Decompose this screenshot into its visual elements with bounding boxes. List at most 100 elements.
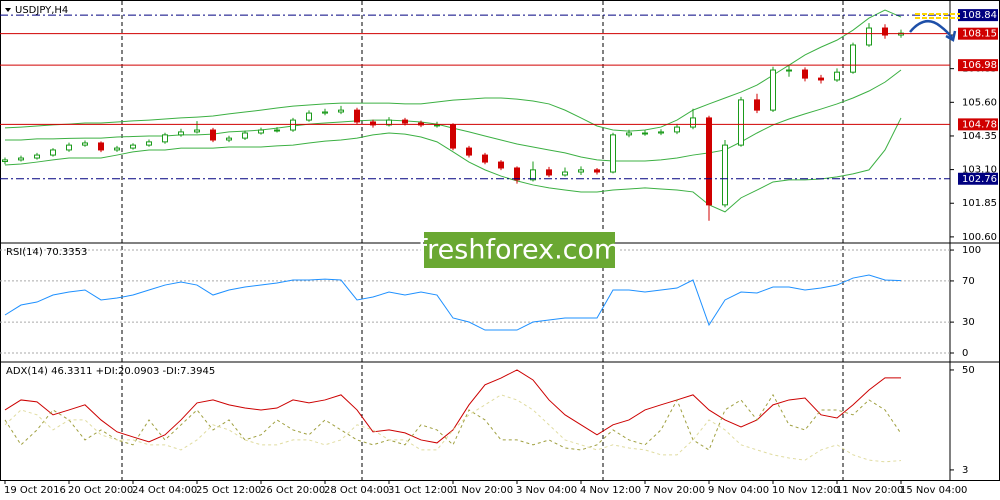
price-level-label: 104.78 <box>962 119 997 130</box>
x-tick-label: 24 Oct 04:00 <box>132 485 197 496</box>
price-level-box <box>958 27 998 40</box>
candle-body <box>98 142 104 151</box>
chart-title: USDJPY,H4 <box>15 5 68 16</box>
bollinger-band <box>4 117 902 213</box>
price-level-box <box>958 172 998 185</box>
candle-body <box>658 131 664 134</box>
price-level-box <box>958 59 998 72</box>
price-level-label: 102.76 <box>962 174 997 185</box>
x-tick-label: 31 Oct 12:00 <box>388 485 453 496</box>
candle-body <box>210 129 216 141</box>
candle-body <box>546 169 552 176</box>
x-tick-label: 28 Oct 04:00 <box>324 485 389 496</box>
y-tick-label: 0 <box>962 348 968 359</box>
candle-body <box>338 109 344 113</box>
watermark-box <box>424 232 615 268</box>
candle-body <box>306 112 312 121</box>
candle-body <box>386 119 392 126</box>
x-tick-label: 25 Oct 12:00 <box>196 485 261 496</box>
candle-body <box>818 77 824 81</box>
menu-arrow <box>5 8 11 12</box>
indicator-line <box>4 274 902 331</box>
y-tick-label: 70 <box>962 276 975 287</box>
x-tick-label: 11 Nov 20:00 <box>836 485 903 496</box>
candle-body <box>802 69 808 79</box>
candle-body <box>402 119 408 124</box>
candle-body <box>18 157 24 161</box>
candle-body <box>82 142 88 146</box>
candle-body <box>290 119 296 131</box>
adx-title: ADX(14) 46.3311 +DI:20.0903 -DI:7.3945 <box>6 366 215 377</box>
y-tick-label: 105.60 <box>962 97 997 108</box>
x-tick-label: 4 Nov 12:00 <box>580 485 641 496</box>
candle-body <box>274 129 280 132</box>
candle-body <box>194 129 200 133</box>
y-tick-label: 100 <box>962 245 981 256</box>
candle-body <box>114 147 120 151</box>
y-tick-label: 50 <box>962 365 975 376</box>
candle-body <box>626 132 632 136</box>
candle-body <box>50 149 56 156</box>
candle-body <box>594 169 600 173</box>
candle-body <box>450 124 456 149</box>
candle-body <box>690 117 696 128</box>
candle-body <box>146 141 152 146</box>
x-tick-label: 20 Oct 20:00 <box>68 485 133 496</box>
candle-body <box>370 121 376 126</box>
candle-body <box>514 167 520 181</box>
x-tick-label: 26 Oct 20:00 <box>260 485 325 496</box>
candle-body <box>642 132 648 135</box>
candle-body <box>482 154 488 163</box>
candle-body <box>882 27 888 36</box>
y-tick-label: 103.10 <box>962 165 997 176</box>
price-level-label: 106.98 <box>962 60 997 71</box>
candle-body <box>786 69 792 72</box>
forecast-arrowhead <box>945 30 957 42</box>
candle-body <box>498 161 504 169</box>
x-tick-label: 7 Nov 20:00 <box>644 485 705 496</box>
candle-body <box>738 99 744 146</box>
price-level-box <box>958 9 998 22</box>
x-tick-label: 19 Oct 2016 <box>4 485 66 496</box>
candle-body <box>530 169 536 181</box>
candle-body <box>2 159 8 163</box>
candle-body <box>754 99 760 111</box>
candle-body <box>226 137 232 141</box>
x-tick-label: 1 Nov 20:00 <box>452 485 513 496</box>
candle-body <box>770 69 776 111</box>
x-tick-label: 3 Nov 04:00 <box>516 485 577 496</box>
candle-body <box>130 144 136 149</box>
candle-body <box>866 27 872 46</box>
candle-body <box>434 124 440 127</box>
y-tick-label: 104.35 <box>962 131 997 142</box>
candle-body <box>610 134 616 173</box>
candle-body <box>34 154 40 159</box>
candle-body <box>258 129 264 134</box>
bollinger-band <box>4 9 902 132</box>
rsi-title: RSI(14) 70.3353 <box>6 247 87 258</box>
candle-body <box>466 147 472 156</box>
watermark: freshforex.com <box>418 235 621 266</box>
price-level-label: 108.15 <box>962 29 997 40</box>
candle-body <box>354 109 360 123</box>
candle-body <box>850 44 856 73</box>
candle-body <box>178 131 184 136</box>
x-tick-label: 15 Nov 04:00 <box>900 485 967 496</box>
indicator-line <box>4 369 901 444</box>
plot-layer: 100.60101.85103.10104.35105.60106.85108.… <box>0 9 998 496</box>
candle-body <box>242 132 248 139</box>
price-level-box <box>958 118 998 131</box>
candle-body <box>66 144 72 151</box>
candle-body <box>322 111 328 114</box>
y-tick-label: 30 <box>962 317 975 328</box>
y-tick-label: 101.85 <box>962 198 997 209</box>
candle-body <box>706 117 712 206</box>
candle-body <box>162 134 168 143</box>
candle-body <box>578 169 584 173</box>
y-tick-label: 100.60 <box>962 232 997 243</box>
x-tick-label: 9 Nov 04:00 <box>708 485 769 496</box>
candle-body <box>562 171 568 176</box>
y-tick-label: 3 <box>962 465 968 476</box>
